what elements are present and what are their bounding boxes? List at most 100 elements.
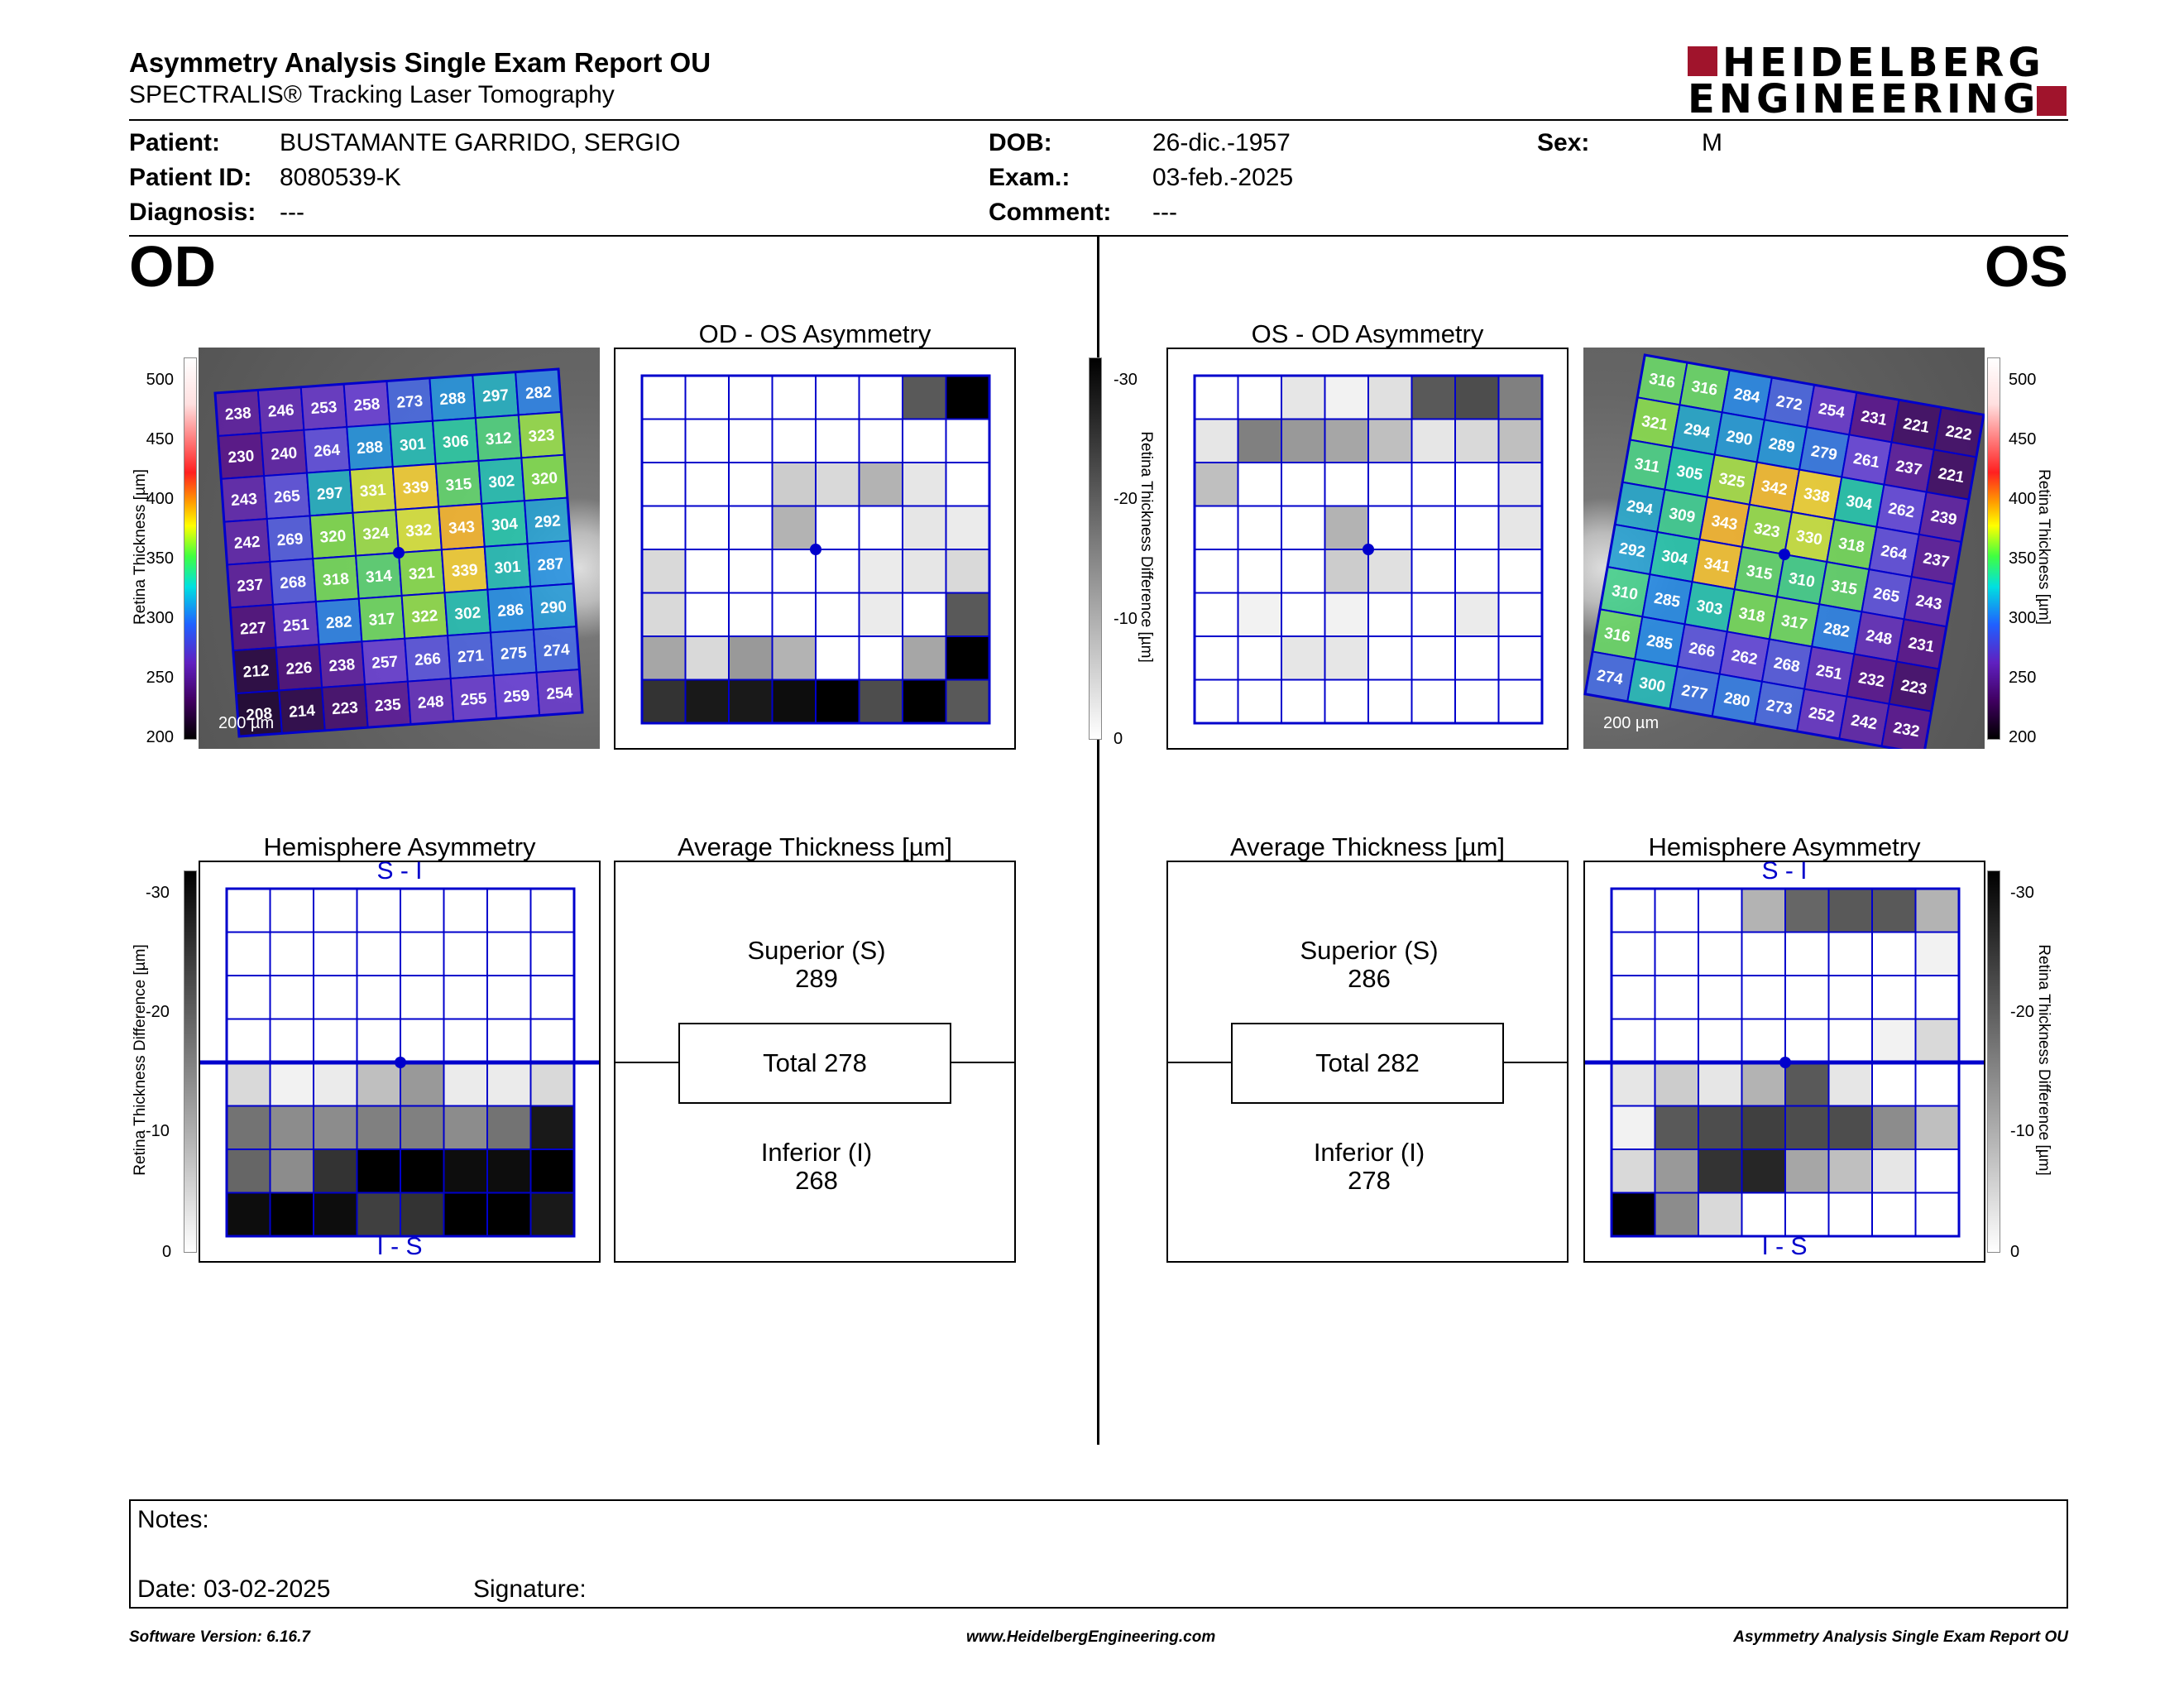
od-hemi-cell [486,1105,532,1150]
os-hemi-cell [1784,931,1830,976]
os-hemi-cell [1698,888,1743,933]
os-scale-bar-label: 200 µm [1603,714,1660,732]
os-asym-cell [1281,375,1326,420]
od-map-value: 297 [316,485,343,504]
os-hemi-cell [1914,1192,1960,1237]
od-asym-cell [641,592,687,637]
os-asym-cell [1497,549,1543,594]
od-hemi-cell [486,1149,532,1194]
os-inferior-label: Inferior (I) [1313,1138,1425,1167]
od-diff-colorbar [184,870,197,1253]
os-asym-cell [1454,679,1500,724]
logo-line1: HEIDELBERG [1722,40,2045,86]
patient-value: BUSTAMANTE GARRIDO, SERGIO [280,129,681,156]
os-asym-cell [1324,679,1369,724]
od-hemi-cell [443,1105,488,1150]
od-hemi-cell [356,888,401,933]
od-thickness-ticks: 500 450 400 350 300 250 200 [132,348,174,753]
od-map-value: 255 [460,690,488,709]
os-asym-cell [1410,462,1456,507]
os-asym-cell [1324,549,1369,594]
os-asym-cell [1237,592,1282,637]
tick-400: 400 [146,490,174,508]
os-hemi-cell [1784,1062,1830,1107]
os-hemi-cell [1611,888,1656,933]
os-hemi-cell [1698,1062,1743,1107]
od-hemi-cell [269,975,314,1020]
os-hemi-cell [1871,1105,1917,1150]
os-asym-cell [1194,592,1239,637]
od-hemi-cell [443,975,488,1020]
os-thickness-axis-label: Retina Thickness [µm] [2035,469,2052,625]
od-asym-cell [771,592,817,637]
od-hemi-cell [269,1062,314,1107]
os-hemi-cell [1741,1018,1786,1063]
od-asym-cell [641,462,687,507]
od-map-value: 302 [488,472,515,492]
od-hemi-cell [313,975,358,1020]
footer-website[interactable]: www.HeidelbergEngineering.com [966,1628,1216,1646]
od-asym-cell [945,462,990,507]
od-map-value: 315 [445,476,473,495]
od-map-value: 318 [323,570,350,589]
os-asym-cell [1194,375,1239,420]
od-map-value: 292 [534,512,561,531]
center-divider [1097,237,1099,1445]
tick-250: 250 [2009,669,2037,687]
od-map-value: 332 [405,521,433,540]
os-hemi-cell [1698,931,1743,976]
report-subtitle: SPECTRALIS® Tracking Laser Tomography [129,81,615,108]
os-hemi-cell [1741,1192,1786,1237]
os-superior-value: 286 [1348,964,1391,993]
od-asym-cell [771,635,817,681]
os-hemi-cell [1698,1192,1743,1237]
od-inferior-value: 268 [795,1166,838,1195]
od-hemi-cell [356,1062,401,1107]
patient-divider [129,235,2068,237]
od-diff-axis-label: Retina Thickness Difference [µm] [132,944,149,1176]
od-hemi-cell [313,931,358,976]
od-map-value: 339 [402,478,429,497]
tick-250: 250 [146,669,174,687]
od-hemi-cell [356,1149,401,1194]
od-asym-cell [902,505,947,550]
od-tick-30: -30 [146,884,170,902]
os-tick-0: 0 [2010,1243,2020,1261]
od-asym-cell [945,635,990,681]
os-hemi-cell [1871,975,1917,1020]
od-map-value: 242 [233,534,261,553]
od-map-value: 251 [282,616,310,635]
os-map-border [1583,353,1985,749]
os-hemi-cell [1827,888,1873,933]
center-diff-colorbar [1089,357,1102,740]
os-asym-cell [1410,549,1456,594]
os-asym-cell [1237,418,1282,463]
os-asym-cell [1324,592,1369,637]
od-hemi-cell [486,931,532,976]
os-asym-cell [1237,549,1282,594]
comment-value: --- [1152,199,1177,226]
os-inferior-value: 278 [1348,1166,1391,1195]
os-hemi-cell [1827,1062,1873,1107]
os-diff-axis-label: Retina Thickness Difference [µm] [2035,944,2052,1176]
od-hemi-cell [529,888,575,933]
od-map-value: 208 [246,705,273,724]
notes-box[interactable]: Notes: Date: 03-02-2025 Signature: [129,1499,2068,1609]
od-asym-cell [641,549,687,594]
comment-label: Comment: [989,199,1112,226]
od-asym-cell [858,375,903,420]
os-map-fovea-marker [1779,549,1790,560]
od-asym-cell [945,592,990,637]
od-asym-cell [641,635,687,681]
od-hemi-cell [356,931,401,976]
od-hemi-cell [400,1192,445,1237]
os-superior-label: Superior (S) [1300,936,1439,965]
od-hemi-cell [486,1192,532,1237]
tick-500: 500 [146,371,174,389]
od-map-value: 275 [500,645,528,664]
od-map-value: 324 [362,525,390,544]
od-map-value: 253 [310,399,338,418]
od-map-value: 331 [359,482,387,501]
od-asym-cell [771,679,817,724]
